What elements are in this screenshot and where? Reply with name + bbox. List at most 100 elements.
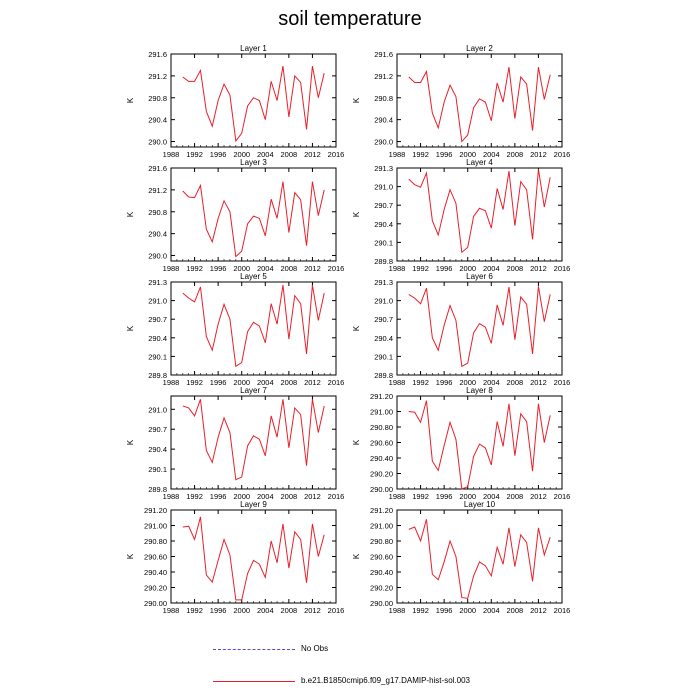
layer-1-series-line xyxy=(182,65,325,143)
layer-2-y-tick-label: 290.4 xyxy=(374,116,393,125)
layer-6-x-tick-label: 1992 xyxy=(412,378,429,387)
layer-6-x-tick-label: 2004 xyxy=(483,378,500,387)
layer-8-y-tick-label: 291.00 xyxy=(370,408,393,417)
layer-1-x-tick-label: 2000 xyxy=(233,150,250,159)
layer-2-x-tick-label: 2012 xyxy=(530,150,547,159)
layer-7-x-tick-label: 2004 xyxy=(257,492,274,501)
layer-1-y-tick-label: 290.8 xyxy=(148,94,167,103)
layer-10-x-tick-label: 1988 xyxy=(389,606,406,615)
layer-3-y-tick-label: 291.6 xyxy=(148,164,167,173)
layer-7-x-tick-label: 2012 xyxy=(304,492,321,501)
layer-1-x-tick-label: 2012 xyxy=(304,150,321,159)
layer-4-x-tick-label: 2004 xyxy=(483,264,500,273)
layer-6-y-tick-label: 289.8 xyxy=(374,371,393,380)
page-title: soil temperature xyxy=(278,8,422,30)
layer-1-x-tick-label: 1996 xyxy=(210,150,227,159)
layer-7-y-tick-label: 290.7 xyxy=(148,425,167,434)
layer-4-title: Layer 4 xyxy=(466,158,493,167)
layer-3-y-tick-label: 290.8 xyxy=(148,208,167,217)
layer-7-title: Layer 7 xyxy=(240,386,267,395)
layer-2-panel: Layer 2 K 1988 1992 1996 2000 2004 2008 2012 2016… xyxy=(352,44,570,159)
layer-9-y-tick-label: 290.00 xyxy=(144,599,167,608)
layer-5-x-tick-label: 2016 xyxy=(328,378,345,387)
layer-2-x-tick-label: 1996 xyxy=(436,150,453,159)
layer-6-x-tick-label: 2016 xyxy=(554,378,571,387)
layer-6-x-tick-label: 2000 xyxy=(459,378,476,387)
layer-3-series-line xyxy=(182,181,325,258)
layer-9-x-tick-label: 1996 xyxy=(210,606,227,615)
layer-3-y-axis-label: K xyxy=(126,211,135,217)
layer-4-y-tick-label: 291.0 xyxy=(374,183,393,192)
layer-2-x-tick-label: 2016 xyxy=(554,150,571,159)
layer-10-x-tick-label: 1992 xyxy=(412,606,429,615)
layer-7-y-tick-label: 289.8 xyxy=(148,485,167,494)
layer-5-y-tick-label: 289.8 xyxy=(148,371,167,380)
layer-9-series-line xyxy=(182,516,325,601)
layer-7-x-tick-label: 1992 xyxy=(186,492,203,501)
layer-8-y-axis-label: K xyxy=(352,439,361,445)
layer-3-x-tick-label: 1996 xyxy=(210,264,227,273)
layer-9-x-tick-label: 2000 xyxy=(233,606,250,615)
layer-1-y-tick-label: 291.2 xyxy=(148,72,167,81)
layer-1-title: Layer 1 xyxy=(240,44,267,53)
layer-4-x-tick-label: 2000 xyxy=(459,264,476,273)
layer-9-y-tick-label: 291.00 xyxy=(144,522,167,531)
layer-7-panel: Layer 7 K 1988 1992 1996 2000 2004 2008 2012 2016… xyxy=(126,386,344,501)
layer-10-x-tick-label: 2008 xyxy=(507,606,524,615)
layer-5-x-tick-label: 1996 xyxy=(210,378,227,387)
layer-4-y-tick-label: 290.4 xyxy=(374,220,393,229)
layer-10-y-tick-label: 290.80 xyxy=(370,537,393,546)
layer-1-y-axis-label: K xyxy=(126,97,135,103)
layer-2-y-axis-label: K xyxy=(352,97,361,103)
legend-label-no-obs: No Obs xyxy=(301,644,329,653)
layer-2-y-tick-label: 291.2 xyxy=(374,72,393,81)
layer-2-y-tick-label: 290.8 xyxy=(374,94,393,103)
layer-5-panel: Layer 5 K 1988 1992 1996 2000 2004 2008 2012 2016… xyxy=(126,272,344,387)
layer-5-x-tick-label: 2000 xyxy=(233,378,250,387)
layer-9-title: Layer 9 xyxy=(240,500,267,509)
layer-6-y-tick-label: 290.7 xyxy=(374,315,393,324)
layer-5-x-tick-label: 2008 xyxy=(281,378,298,387)
layer-10-title: Layer 10 xyxy=(464,500,496,509)
layer-6-panel: Layer 6 K 1988 1992 1996 2000 2004 2008 2012 2016… xyxy=(352,272,570,387)
layer-10-panel: Layer 10 K 1988 1992 1996 2000 2004 2008 2012 201… xyxy=(352,500,570,615)
layer-9-frame xyxy=(170,509,337,604)
layer-6-y-tick-label: 291.0 xyxy=(374,297,393,306)
layer-4-y-axis-label: K xyxy=(352,211,361,217)
layer-3-x-tick-label: 2000 xyxy=(233,264,250,273)
layer-8-x-tick-label: 2012 xyxy=(530,492,547,501)
layer-9-y-tick-label: 291.20 xyxy=(144,506,167,515)
layer-8-x-tick-label: 1992 xyxy=(412,492,429,501)
layer-3-x-tick-label: 1992 xyxy=(186,264,203,273)
layer-5-y-tick-label: 290.4 xyxy=(148,334,167,343)
layer-10-x-tick-label: 2012 xyxy=(530,606,547,615)
layer-4-y-tick-label: 291.3 xyxy=(374,164,393,173)
layer-1-frame xyxy=(170,53,337,148)
layer-10-x-tick-label: 1996 xyxy=(436,606,453,615)
layer-8-x-tick-label: 1996 xyxy=(436,492,453,501)
layer-3-title: Layer 3 xyxy=(240,158,267,167)
layer-5-y-tick-label: 291.0 xyxy=(148,297,167,306)
layer-8-title: Layer 8 xyxy=(466,386,493,395)
layer-8-x-tick-label: 2000 xyxy=(459,492,476,501)
layer-10-x-tick-label: 2004 xyxy=(483,606,500,615)
layer-7-y-tick-label: 290.1 xyxy=(148,465,167,474)
layer-4-y-tick-label: 290.1 xyxy=(374,238,393,247)
layer-8-frame xyxy=(396,395,563,490)
layer-5-x-tick-label: 2012 xyxy=(304,378,321,387)
layer-8-y-tick-label: 290.80 xyxy=(370,423,393,432)
layer-5-series-line xyxy=(182,285,325,368)
layer-1-x-tick-label: 1988 xyxy=(163,150,180,159)
layer-8-series-line xyxy=(408,400,551,490)
layer-9-y-tick-label: 290.80 xyxy=(144,537,167,546)
layer-8-y-tick-label: 290.20 xyxy=(370,470,393,479)
layer-8-y-tick-label: 290.00 xyxy=(370,485,393,494)
layer-4-y-tick-label: 290.7 xyxy=(374,201,393,210)
layer-3-x-tick-label: 1988 xyxy=(163,264,180,273)
layer-1-panel: Layer 1 K 1988 1992 1996 2000 2004 2008 2012 2016… xyxy=(126,44,344,159)
layer-7-x-tick-label: 1996 xyxy=(210,492,227,501)
layer-1-x-tick-label: 2004 xyxy=(257,150,274,159)
layer-1-x-tick-label: 2016 xyxy=(328,150,345,159)
layer-3-x-tick-label: 2016 xyxy=(328,264,345,273)
